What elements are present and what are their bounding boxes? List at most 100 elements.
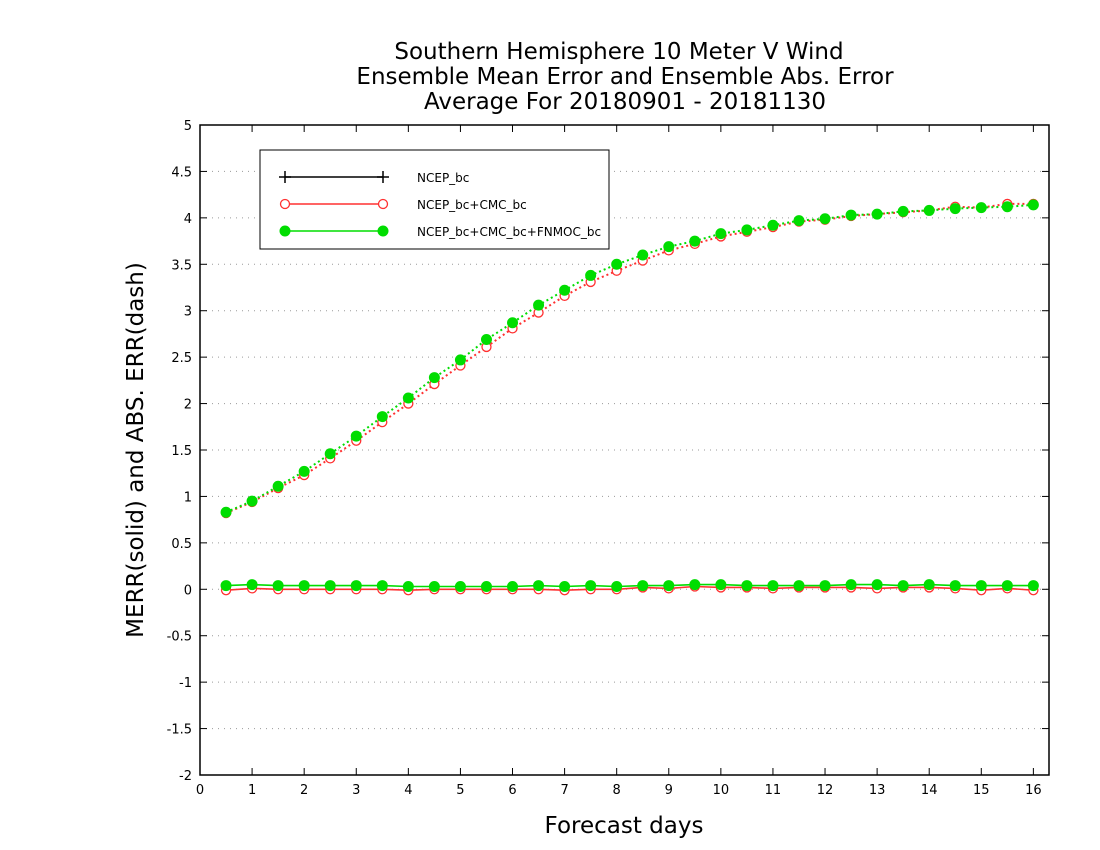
series-2-abserr-point xyxy=(428,372,440,384)
series-2-abserr-point xyxy=(350,430,362,442)
series-2-abserr-point xyxy=(480,334,492,345)
series-2-merr-point xyxy=(1027,580,1039,592)
legend-marker xyxy=(377,171,389,183)
series-2-abserr-point xyxy=(897,205,909,217)
x-axis-label: Forecast days xyxy=(545,813,704,839)
series-2-abserr-point xyxy=(689,235,701,247)
series-2-merr-point xyxy=(454,581,466,592)
y-tick-label: -1.5 xyxy=(167,723,192,738)
legend: NCEP_bc NCEP_bc+CMC_bc NCEP_bc+CMC_bc+FNMO… xyxy=(259,149,610,250)
series-1-merr-line xyxy=(225,585,1034,592)
series-2-abserr-point xyxy=(220,506,232,518)
series-2-merr-line xyxy=(225,583,1034,588)
series-2-merr-point xyxy=(949,580,961,592)
series-2-merr-point xyxy=(533,580,545,592)
series-2-abserr-point xyxy=(975,202,987,214)
x-tick-label: 4 xyxy=(404,783,412,798)
series-2-merr-point xyxy=(897,580,909,592)
series-lines xyxy=(220,198,1039,596)
x-tick-label: 11 xyxy=(765,783,782,798)
series-2-merr-point xyxy=(298,580,310,592)
series-2-merr-point xyxy=(793,580,805,592)
y-axis-label: MERR(solid) and ABS. ERR(dash) xyxy=(123,262,149,638)
y-tick-label: 4.5 xyxy=(171,165,192,180)
series-2-merr-point xyxy=(350,580,362,592)
title-line-2: Ensemble Mean Error and Ensemble Abs. Er… xyxy=(356,64,894,90)
x-tick-label: 10 xyxy=(713,783,730,798)
legend-marker xyxy=(279,171,291,183)
series-2-abserr-point xyxy=(324,448,336,460)
series-2-merr-point xyxy=(1001,580,1013,592)
x-tick-label: 12 xyxy=(817,783,834,798)
y-tick-label: 1 xyxy=(184,490,192,505)
series-2-merr-point xyxy=(220,580,232,592)
series-2-merr-point xyxy=(272,580,284,592)
series-2-abserr-point xyxy=(376,411,388,423)
x-tick-label: 0 xyxy=(196,783,204,798)
series-2-merr-point xyxy=(324,580,336,592)
series-2-merr-point xyxy=(246,579,258,591)
x-tick-label: 1 xyxy=(248,783,256,798)
y-tick-label: 0 xyxy=(184,583,192,598)
series-2-abserr-point xyxy=(611,258,623,270)
series-2-merr-point xyxy=(767,580,779,592)
y-tick-label: -1 xyxy=(179,676,192,691)
legend-label: NCEP_bc+CMC_bc+FNMOC_bc xyxy=(417,225,601,239)
x-tick-label: 3 xyxy=(352,783,360,798)
y-tick-label: 1.5 xyxy=(171,444,192,459)
x-tick-label: 6 xyxy=(508,783,516,798)
title-line-1: Southern Hemisphere 10 Meter V Wind xyxy=(394,39,843,65)
series-2-merr-point xyxy=(480,581,492,592)
series-2-merr-point xyxy=(871,579,883,591)
legend-label: NCEP_bc+CMC_bc xyxy=(417,198,527,212)
series-2-abserr-point xyxy=(246,495,258,507)
x-tick-label: 15 xyxy=(973,783,990,798)
series-2-merr-point xyxy=(637,580,649,592)
series-2-abserr-point xyxy=(559,284,571,296)
y-tick-label: -0.5 xyxy=(167,630,192,645)
y-tick-label: 0.5 xyxy=(171,537,192,552)
x-tick-label: 2 xyxy=(300,783,308,798)
series-2-abserr-point xyxy=(793,215,805,227)
title-line-3: Average For 20180901 - 20181130 xyxy=(424,89,826,115)
x-tick-label: 9 xyxy=(665,783,673,798)
series-2-abserr-point xyxy=(454,354,466,366)
series-2-merr-point xyxy=(689,579,701,591)
series-2-merr-point xyxy=(663,580,675,592)
series-2-merr-point xyxy=(428,581,440,592)
y-tick-label: 2.5 xyxy=(171,351,192,366)
series-2-abserr-point xyxy=(1001,201,1013,213)
x-tick-label: 8 xyxy=(613,783,621,798)
series-2-abserr-point xyxy=(663,241,675,253)
x-tick-label: 5 xyxy=(456,783,464,798)
x-tick-label: 7 xyxy=(560,783,568,798)
series-2-merr-point xyxy=(611,581,623,592)
series-2-merr-point xyxy=(923,579,935,591)
series-2-abserr-point xyxy=(1027,199,1039,211)
series-2-abserr-point xyxy=(845,209,857,221)
series-2-abserr-point xyxy=(923,204,935,216)
x-tick-label: 16 xyxy=(1025,783,1042,798)
legend-marker xyxy=(279,198,291,210)
series-2-merr-point xyxy=(402,581,414,592)
series-2-merr-point xyxy=(819,580,831,592)
series-2-abserr-point xyxy=(871,208,883,220)
legend-marker xyxy=(377,225,389,237)
y-tick-label: 3.5 xyxy=(171,258,192,273)
legend-box xyxy=(259,149,610,250)
x-axis-ticks: 0 1 2 3 4 5 6 7 8 9 10 11 12 13 14 15 16 xyxy=(196,125,1042,798)
series-2-merr-point xyxy=(975,580,987,592)
series-2-abserr-point xyxy=(767,219,779,231)
series-2-merr-point xyxy=(845,579,857,591)
y-tick-label: -2 xyxy=(179,769,192,784)
legend-marker xyxy=(377,198,389,210)
series-2-merr-point xyxy=(715,579,727,591)
series-2-abserr-point xyxy=(402,392,414,404)
series-2-abserr-point xyxy=(819,213,831,225)
series-2-abserr-line xyxy=(225,203,1034,514)
series-2-merr-point xyxy=(559,581,571,592)
series-2-merr-point xyxy=(376,580,388,592)
series-2-abserr-point xyxy=(715,228,727,240)
series-2-abserr-point xyxy=(298,465,310,477)
